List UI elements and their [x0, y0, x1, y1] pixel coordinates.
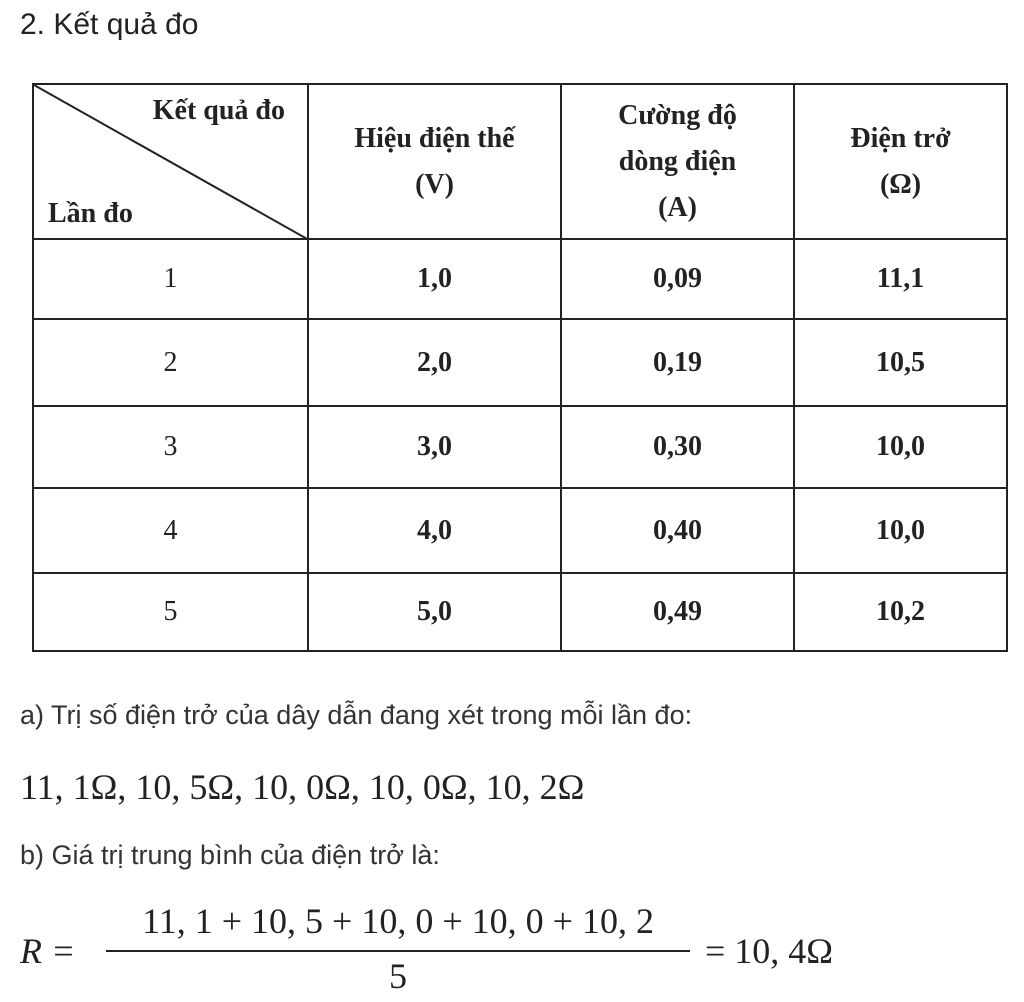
- diagonal: [34, 85, 309, 240]
- header-line: Hiệu điện thế: [354, 122, 515, 154]
- header-line: (A): [658, 191, 697, 223]
- table-cell: 0,49: [560, 572, 795, 652]
- table-cell: 0,19: [560, 318, 795, 407]
- table-cell: 1: [32, 238, 309, 320]
- table-cell: 11,1: [793, 238, 1008, 320]
- table-cell: 3: [32, 405, 309, 489]
- table-cell: 0,09: [560, 238, 795, 320]
- table-row: 5 5,0 0,49 10,2: [32, 572, 1008, 652]
- table-cell: 10,0: [793, 487, 1008, 574]
- table-cell: 3,0: [307, 405, 562, 489]
- results-table: Kết quả đo Lần đo Hiệu điện thế (V) Cường…: [32, 83, 1008, 652]
- corner-bottom: Lần đo: [48, 198, 133, 229]
- table-row: 3 3,0 0,30 10,0: [32, 405, 1008, 489]
- corner-top: Kết quả đo: [152, 95, 285, 126]
- table-cell: 4,0: [307, 487, 562, 574]
- table-body: Kết quả đo Lần đo Hiệu điện thế (V) Cường…: [32, 83, 1008, 652]
- table-cell: 5,0: [307, 572, 562, 652]
- table-cell: 1,0: [307, 238, 562, 320]
- table-cell: 10,2: [793, 572, 1008, 652]
- table-cell: 5: [32, 572, 309, 652]
- header-cell: Điện trở (Ω): [793, 83, 1008, 240]
- table-cell: 10,5: [793, 318, 1008, 407]
- table-row: 2 2,0 0,19 10,5: [32, 318, 1008, 407]
- header-line: Điện trở: [850, 122, 951, 154]
- part-a-values: 11, 1Ω, 10, 5Ω, 10, 0Ω, 10, 0Ω, 10, 2Ω: [20, 767, 585, 807]
- table-cell: 2,0: [307, 318, 562, 407]
- table-cell: 10,0: [793, 405, 1008, 489]
- formula-denominator: 5: [389, 956, 407, 996]
- header-line: Cường độ: [618, 99, 737, 131]
- formula-numerator: 11, 1 + 10, 5 + 10, 0 + 10, 0 + 10, 2: [142, 901, 654, 941]
- header-line: dòng điện: [618, 145, 737, 177]
- table-cell: 0,30: [560, 405, 795, 489]
- table-cell: 0,40: [560, 487, 795, 574]
- table-cell: 2: [32, 318, 309, 407]
- header-line: (V): [415, 168, 454, 200]
- header-cell: Cường độ dòng điện (A): [560, 83, 795, 240]
- header-cell: Hiệu điện thế (V): [307, 83, 562, 240]
- formula-rhs: = 10, 4Ω: [705, 931, 834, 971]
- table-row: 4 4,0 0,40 10,0: [32, 487, 1008, 574]
- fraction-bar: [106, 950, 690, 952]
- part-b-text: b) Giá trị trung bình của điện trở là:: [20, 840, 440, 870]
- header-line: (Ω): [879, 168, 922, 200]
- header-row: Kết quả đo Lần đo Hiệu điện thế (V) Cường…: [32, 83, 1008, 240]
- part-a-text: a) Trị số điện trở của dây dẫn đang xét …: [20, 700, 693, 730]
- heading: 2. Kết quả đo: [20, 8, 199, 41]
- table-row: 1 1,0 0,09 11,1: [32, 238, 1008, 320]
- formula-lhs: R =: [20, 931, 76, 971]
- corner-cell: Kết quả đo Lần đo: [32, 83, 309, 240]
- table-cell: 4: [32, 487, 309, 574]
